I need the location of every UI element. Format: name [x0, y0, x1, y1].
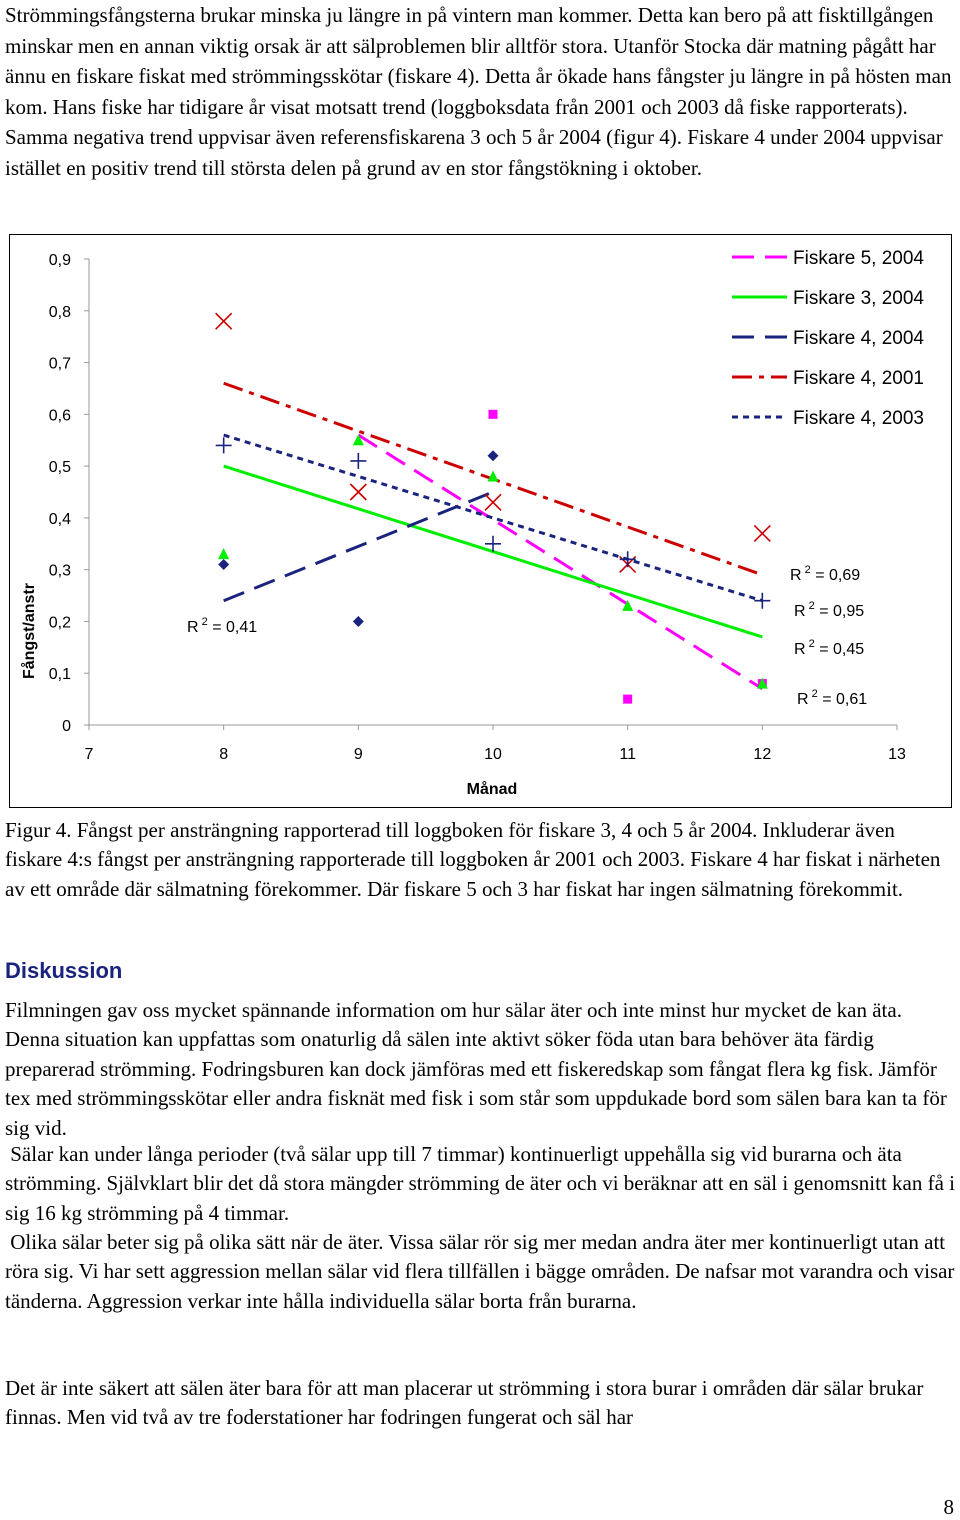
discussion-paragraph-1: Filmningen gav oss mycket spännande info… [5, 998, 947, 1140]
discussion-paragraph-2-text: Sälar kan under långa perioder (två säla… [5, 1142, 956, 1225]
r-squared-label: R 2 = 0,95 [794, 600, 864, 620]
section-heading: Diskussion [5, 958, 123, 983]
marker-triangle [756, 677, 768, 689]
legend-label: Fiskare 4, 2001 [793, 368, 924, 389]
x-tick-label: 13 [888, 746, 906, 763]
marker-diamond [487, 450, 499, 462]
trendline [223, 490, 494, 603]
x-axis-label: Månad [467, 780, 518, 798]
intro-paragraph: Strömmingsfångsterna brukar minska ju lä… [5, 3, 952, 180]
page-number: 8 [943, 1495, 955, 1519]
y-tick-label: 0,5 [49, 459, 71, 476]
trendline [223, 433, 763, 603]
legend-label: Fiskare 3, 2004 [793, 288, 924, 309]
y-tick-label: 0,6 [49, 407, 71, 424]
discussion-paragraph-3: Olika sälar beter sig på olika sätt när … [5, 1228, 957, 1316]
y-tick-label: 0 [62, 718, 71, 735]
marker-triangle [218, 548, 230, 560]
r-squared-label: R 2 = 0,45 [794, 638, 864, 658]
y-tick-label: 0,1 [49, 666, 71, 683]
r-squared-label: R 2 = 0,41 [187, 616, 257, 636]
x-tick-label: 10 [484, 746, 502, 763]
marker-diamond [352, 615, 364, 627]
discussion-paragraph-2: Sälar kan under långa perioder (två säla… [5, 1140, 957, 1228]
chart-frame [9, 234, 952, 808]
marker-plus [754, 592, 771, 609]
x-tick-label: 12 [753, 746, 771, 763]
marker-x [753, 524, 771, 542]
marker-triangle [622, 599, 634, 611]
legend-label: Fiskare 4, 2003 [793, 408, 924, 429]
marker-square [623, 694, 633, 704]
chart-svg: 00,10,20,30,40,50,60,70,80,97 8 9 10 11 12 13 … [9, 234, 952, 808]
marker-plus [350, 452, 367, 469]
y-tick-label: 0,4 [49, 511, 71, 528]
legend-label: Fiskare 5, 2004 [793, 248, 924, 269]
x-tick-label: 9 [354, 746, 363, 763]
marker-diamond [218, 558, 230, 570]
y-axis-label: Fångst/anstr [20, 583, 38, 679]
catch-per-effort-chart: 0 0,1 0,2 0,3 0,4 0,5 0,6 0,7 0,8 0,9 7 8 9 10 11 12 13 … [9, 234, 952, 808]
y-tick-label: 0,8 [49, 304, 71, 321]
r-squared-label: R 2 = 0,69 [790, 564, 860, 584]
legend-label: Fiskare 4, 2004 [793, 328, 924, 349]
discussion-paragraph-4: Det är inte säkert att sälen äter bara f… [5, 1376, 924, 1430]
marker-triangle [352, 434, 364, 446]
marker-square [488, 409, 498, 419]
x-tick-label: 11 [619, 746, 636, 763]
marker-plus [215, 437, 232, 454]
marker-plus [485, 535, 501, 552]
y-tick-label: 0,7 [49, 356, 71, 373]
x-tick-label: 8 [219, 746, 228, 763]
y-tick-label: 0,9 [49, 252, 71, 269]
r-squared-label: R 2 = 0,61 [797, 688, 867, 708]
discussion-paragraph-3-text: Olika sälar beter sig på olika sätt när … [5, 1230, 955, 1313]
marker-plus [619, 551, 636, 568]
y-tick-label: 0,2 [49, 614, 71, 631]
marker-triangle [487, 470, 499, 482]
marker-x [484, 493, 502, 511]
y-tick-label: 0,3 [49, 563, 71, 580]
marker-x [215, 312, 233, 330]
x-tick-label: 7 [85, 746, 94, 763]
figure-caption: Figur 4. Fångst per ansträngning rapport… [5, 818, 941, 901]
trendline [357, 433, 764, 691]
marker-x [349, 483, 367, 501]
